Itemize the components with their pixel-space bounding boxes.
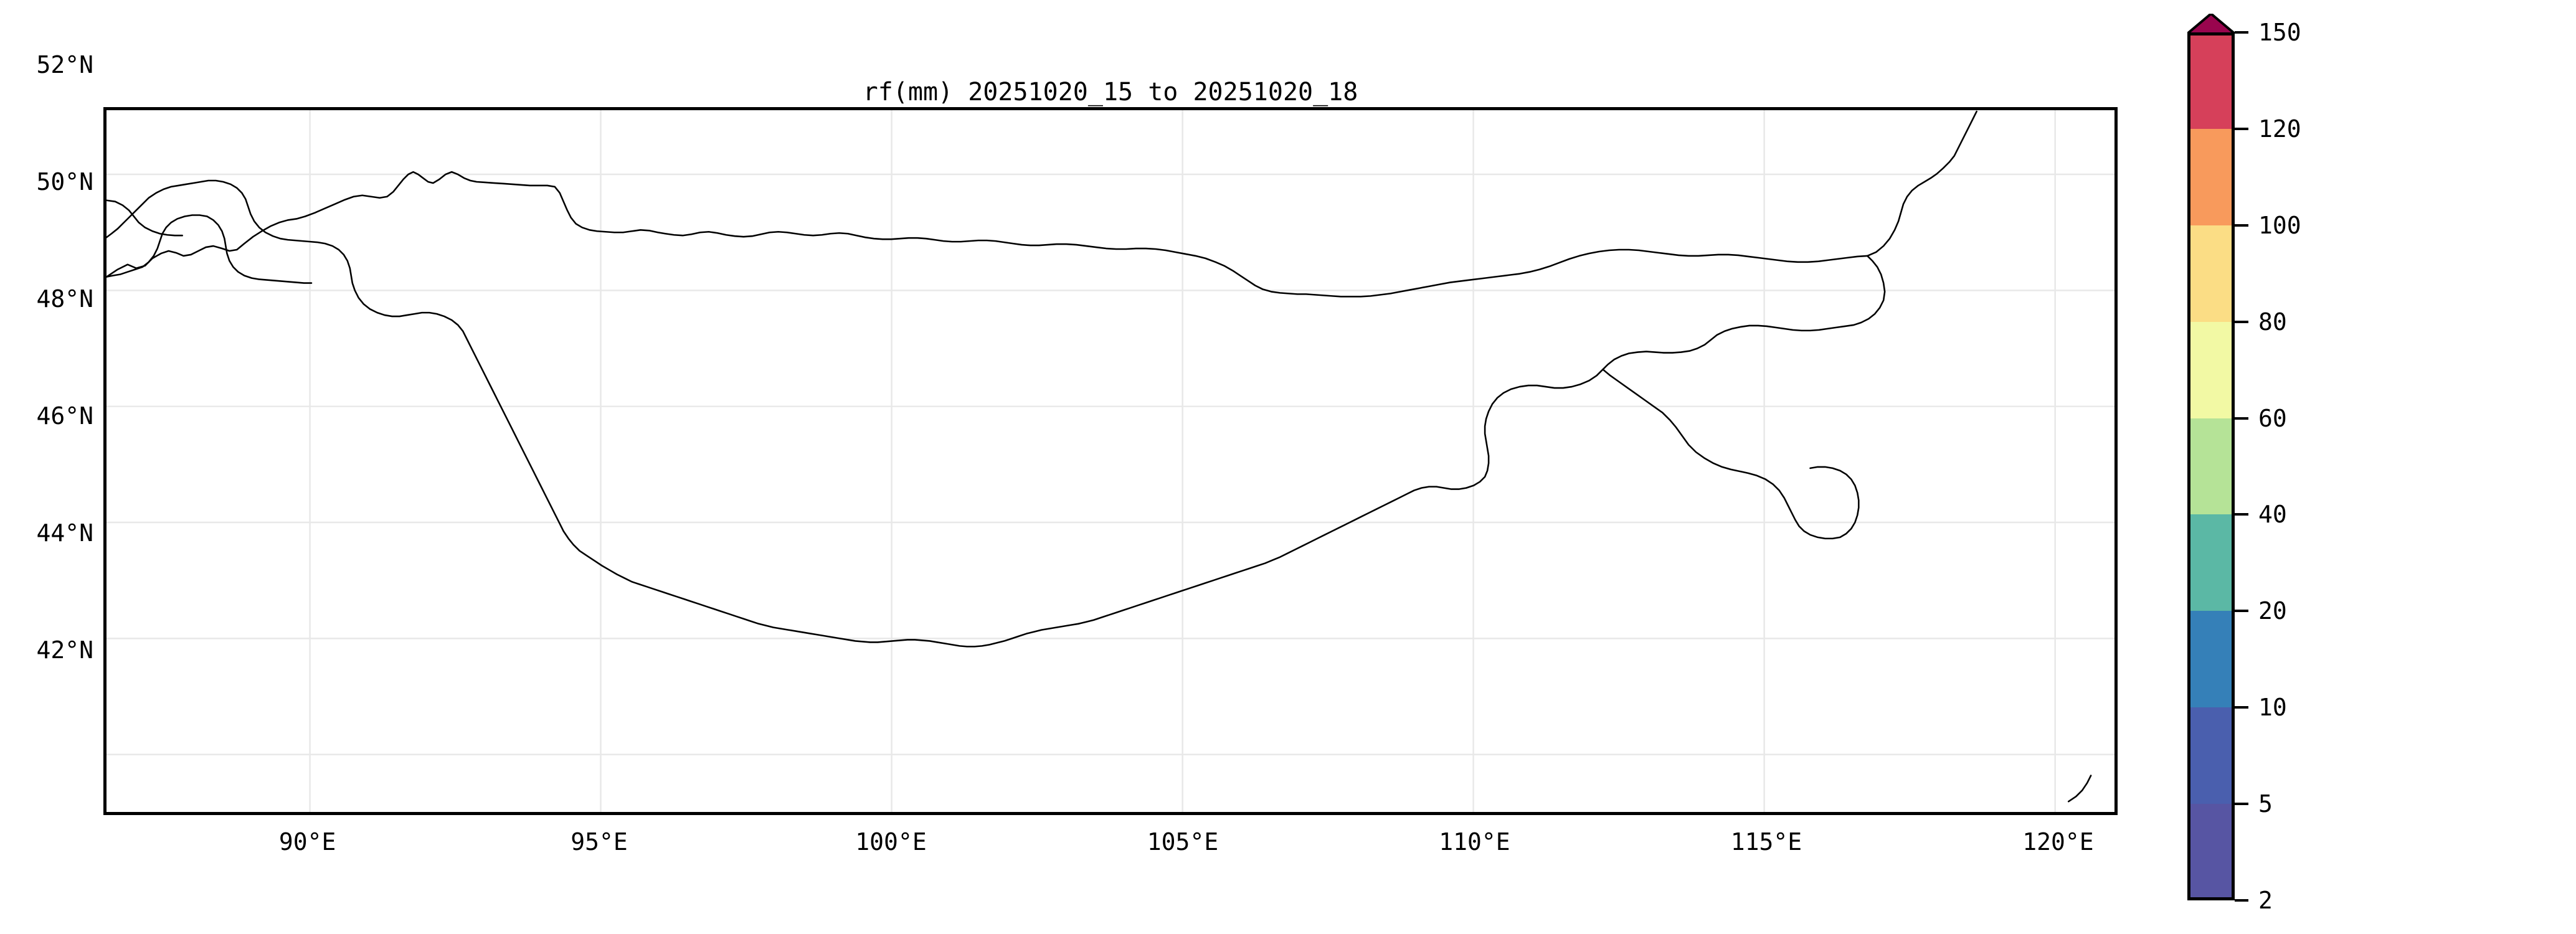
map-gridlines: [107, 110, 2114, 812]
colorbar-tick-80: [2235, 320, 2248, 323]
colorbar-label-20: 20: [2258, 597, 2287, 625]
map-plot-area: [107, 110, 2114, 812]
country-border-mongolia: [107, 110, 2092, 803]
xtick-label-105: 105°E: [1147, 828, 1219, 856]
colorbar-band-10-20: [2187, 611, 2235, 708]
xtick-label-110: 110°E: [1439, 828, 1510, 856]
colorbar-band-2-5: [2187, 804, 2235, 900]
colorbar-gradient: [2187, 32, 2235, 900]
colorbar-label-120: 120: [2258, 115, 2301, 143]
colorbar-label-150: 150: [2258, 19, 2301, 46]
xtick-label-100: 100°E: [855, 828, 927, 856]
map-axes[interactable]: [103, 107, 2118, 815]
xtick-label-115: 115°E: [1730, 828, 1802, 856]
colorbar-tick-20: [2235, 610, 2248, 613]
xtick-label-90: 90°E: [278, 828, 336, 856]
colorbar[interactable]: [2187, 32, 2235, 900]
colorbar-band-100-120: [2187, 128, 2235, 225]
title-line-primary: rf(mm) 20251020_15 to 20251020_18: [863, 77, 1358, 106]
colorbar-band-20-40: [2187, 514, 2235, 611]
colorbar-band-120-150: [2187, 32, 2235, 129]
colorbar-band-60-80: [2187, 321, 2235, 418]
colorbar-extend-arrow-icon: [2187, 14, 2235, 34]
colorbar-tick-120: [2235, 127, 2248, 130]
colorbar-tick-100: [2235, 224, 2248, 227]
colorbar-band-80-100: [2187, 225, 2235, 322]
colorbar-label-5: 5: [2258, 790, 2273, 818]
ytick-label-50: 50°N: [36, 167, 93, 196]
colorbar-tick-5: [2235, 803, 2248, 806]
xtick-label-120: 120°E: [2022, 828, 2094, 856]
colorbar-tick-10: [2235, 706, 2248, 709]
colorbar-tick-150: [2235, 31, 2248, 34]
ytick-label-52: 52°N: [36, 50, 93, 78]
ytick-label-48: 48°N: [36, 285, 93, 313]
colorbar-label-60: 60: [2258, 404, 2287, 432]
colorbar-tick-2: [2235, 899, 2248, 902]
colorbar-band-5-10: [2187, 707, 2235, 804]
colorbar-label-2: 2: [2258, 887, 2273, 914]
xtick-label-95: 95°E: [571, 828, 628, 856]
colorbar-label-40: 40: [2258, 501, 2287, 529]
ytick-label-42: 42°N: [36, 636, 93, 664]
colorbar-label-100: 100: [2258, 211, 2301, 239]
colorbar-label-80: 80: [2258, 308, 2287, 336]
colorbar-label-10: 10: [2258, 694, 2287, 722]
colorbar-band-40-60: [2187, 418, 2235, 515]
colorbar-tick-60: [2235, 417, 2248, 420]
colorbar-tick-40: [2235, 513, 2248, 516]
ytick-label-44: 44°N: [36, 519, 93, 547]
ytick-label-46: 46°N: [36, 402, 93, 430]
